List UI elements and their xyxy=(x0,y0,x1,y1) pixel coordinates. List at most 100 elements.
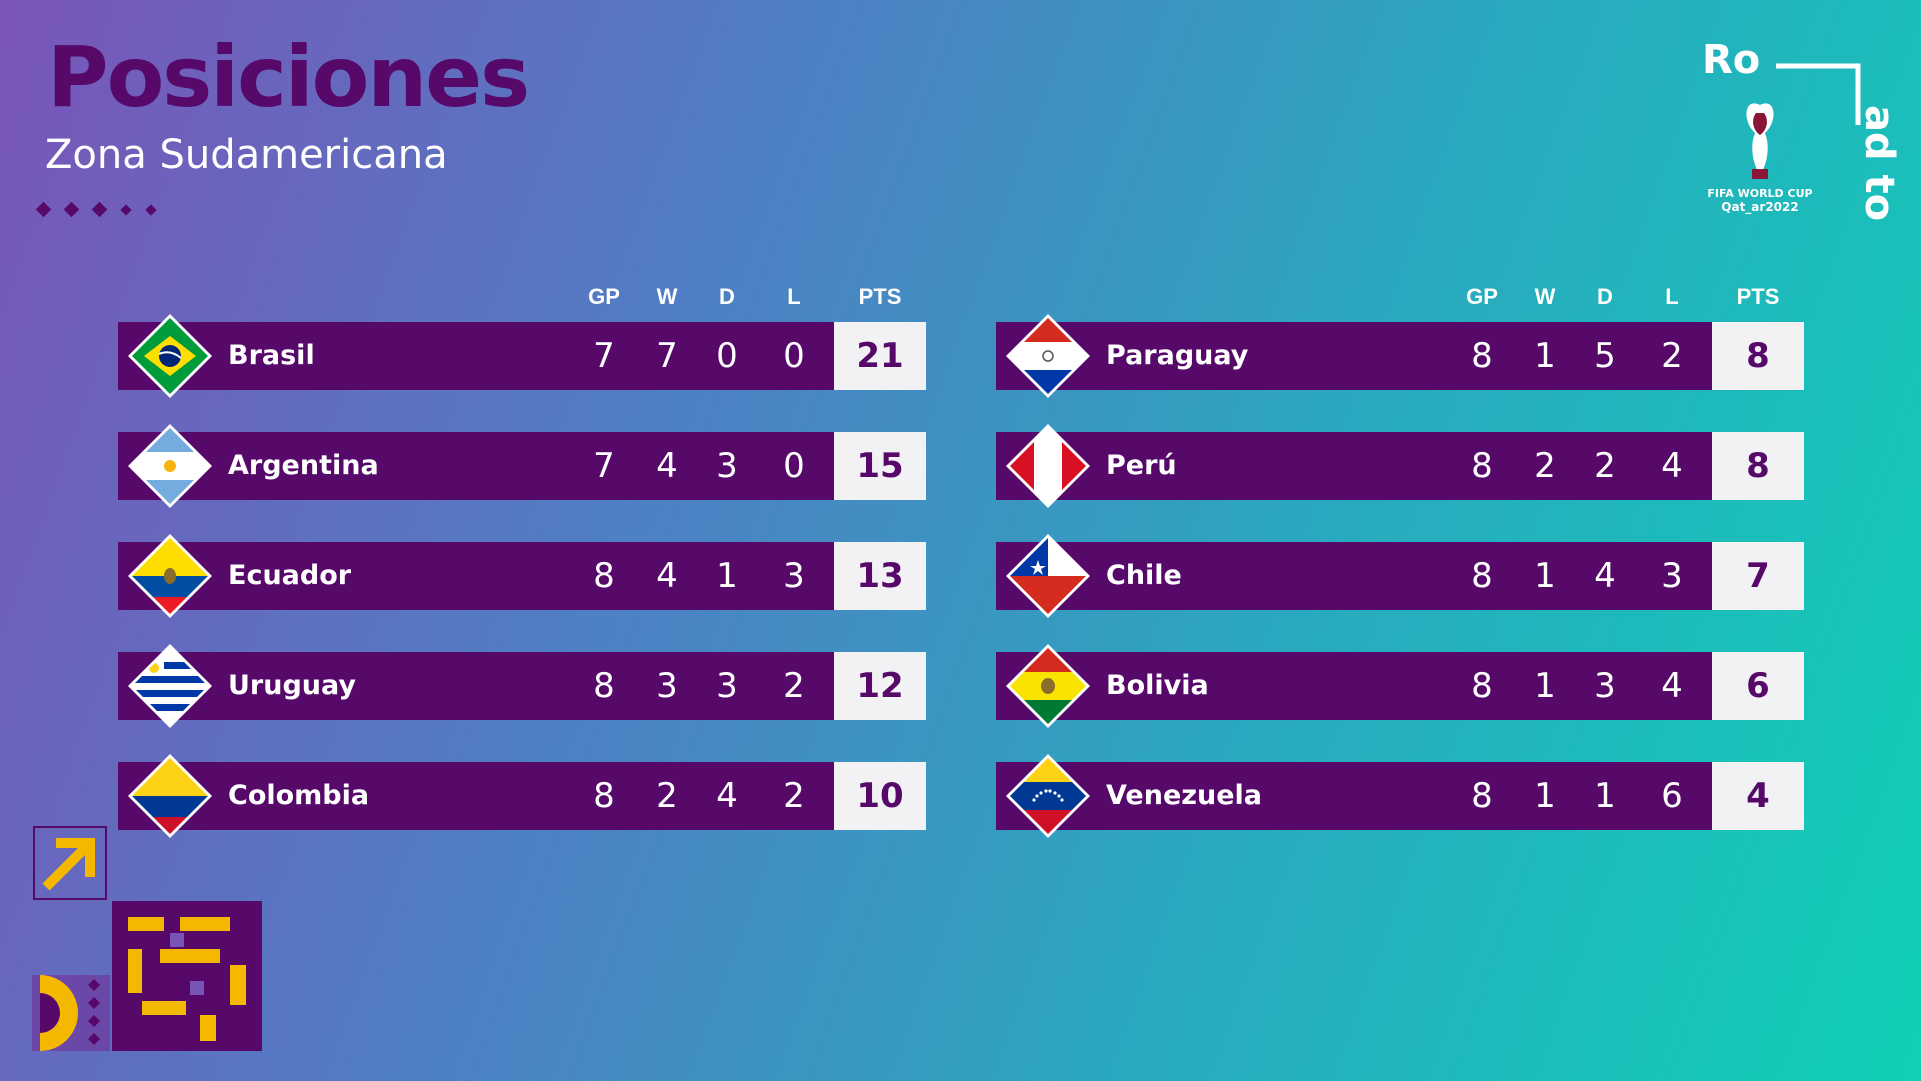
points-value: 4 xyxy=(1746,776,1770,816)
stat-d: 5 xyxy=(1594,336,1616,376)
points-value: 8 xyxy=(1746,336,1770,376)
team-name: Chile xyxy=(1106,560,1182,591)
stat-w: 2 xyxy=(656,776,678,816)
stat-gp: 7 xyxy=(593,446,615,486)
stat-w: 1 xyxy=(1534,776,1556,816)
team-bar xyxy=(118,762,834,830)
team-name: Argentina xyxy=(228,450,379,481)
points-box: 13 xyxy=(834,542,926,610)
table-header: GP W D L PTS xyxy=(118,280,924,322)
stat-w: 4 xyxy=(656,556,678,596)
stat-gp: 8 xyxy=(1471,666,1493,706)
stat-w: 1 xyxy=(1534,666,1556,706)
team-name: Brasil xyxy=(228,340,315,371)
qatar-2022-text: Qat_ar2022 xyxy=(1721,200,1798,215)
table-row: 4 Venezuela 8 1 1 6 xyxy=(996,754,1804,838)
table-row: 15 Argentina 7 4 3 0 xyxy=(118,424,926,508)
stat-l: 3 xyxy=(1661,556,1683,596)
points-value: 10 xyxy=(856,776,904,816)
stat-d: 4 xyxy=(716,776,738,816)
stat-w: 4 xyxy=(656,446,678,486)
diamond-dot-icon xyxy=(91,201,108,218)
stat-d: 4 xyxy=(1594,556,1616,596)
team-name: Ecuador xyxy=(228,560,352,591)
stat-gp: 8 xyxy=(1471,776,1493,816)
table-row: 8 Perú 8 2 2 4 xyxy=(996,424,1804,508)
team-bar xyxy=(118,542,834,610)
table-row: 8 Paraguay 8 1 5 2 xyxy=(996,314,1804,398)
diamond-dot-icon xyxy=(35,201,52,218)
stat-l: 6 xyxy=(1661,776,1683,816)
table-row: 13 Ecuador 8 4 1 3 xyxy=(118,534,926,618)
standings-table-right: GP W D L PTS 8 Paraguay 8 1 5 2 8 xyxy=(996,280,1804,872)
stat-d: 3 xyxy=(716,666,738,706)
team-name: Colombia xyxy=(228,780,370,811)
page-subtitle: Zona Sudamericana xyxy=(45,132,448,178)
stat-w: 1 xyxy=(1534,556,1556,596)
team-bar xyxy=(996,322,1712,390)
stat-d: 3 xyxy=(716,446,738,486)
decorative-pattern xyxy=(32,826,262,1051)
stat-l: 2 xyxy=(783,776,805,816)
stat-d: 3 xyxy=(1594,666,1616,706)
stat-l: 0 xyxy=(783,446,805,486)
stat-d: 1 xyxy=(1594,776,1616,816)
points-value: 6 xyxy=(1746,666,1770,706)
column-header-l: L xyxy=(1665,284,1679,309)
chile-flag-icon xyxy=(1006,534,1090,618)
stat-w: 1 xyxy=(1534,336,1556,376)
column-header-gp: GP xyxy=(588,284,620,309)
points-box: 4 xyxy=(1712,762,1804,830)
decorative-dots xyxy=(35,201,157,218)
uruguay-flag-icon xyxy=(128,644,212,728)
points-box: 21 xyxy=(834,322,926,390)
logo-text-adto: ad to xyxy=(1856,105,1900,221)
diamond-dot-icon xyxy=(120,204,132,216)
paraguay-flag-icon xyxy=(1006,314,1090,398)
points-box: 8 xyxy=(1712,432,1804,500)
brazil-flag-icon xyxy=(128,314,212,398)
points-value: 13 xyxy=(856,556,904,596)
team-bar xyxy=(996,652,1712,720)
colombia-flag-icon xyxy=(128,754,212,838)
team-name: Paraguay xyxy=(1106,340,1249,371)
world-cup-trophy-icon xyxy=(1746,103,1774,179)
stat-d: 2 xyxy=(1594,446,1616,486)
page-title: Posiciones xyxy=(47,28,530,126)
diamond-dot-icon xyxy=(63,201,80,218)
stat-gp: 8 xyxy=(593,556,615,596)
arrow-up-right-icon xyxy=(42,838,95,891)
column-header-gp: GP xyxy=(1466,284,1498,309)
world-cup-text: FIFA WORLD CUP xyxy=(1707,187,1812,200)
points-box: 8 xyxy=(1712,322,1804,390)
logo-text-ro: Ro xyxy=(1702,37,1760,83)
column-header-w: W xyxy=(656,284,678,309)
points-box: 12 xyxy=(834,652,926,720)
venezuela-flag-icon xyxy=(1006,754,1090,838)
stat-l: 4 xyxy=(1661,666,1683,706)
road-to-qatar-logo: Ro ad to FIFA WORLD CUP Qat_ar2022 xyxy=(1702,37,1900,221)
points-value: 8 xyxy=(1746,446,1770,486)
team-name: Venezuela xyxy=(1106,780,1262,811)
team-name: Bolivia xyxy=(1106,670,1209,701)
team-bar xyxy=(118,322,834,390)
points-value: 12 xyxy=(856,666,904,706)
stat-gp: 8 xyxy=(593,666,615,706)
stat-gp: 8 xyxy=(1471,336,1493,376)
stat-l: 0 xyxy=(783,336,805,376)
team-bar xyxy=(118,432,834,500)
stat-l: 3 xyxy=(783,556,805,596)
stat-d: 0 xyxy=(716,336,738,376)
stat-l: 2 xyxy=(1661,336,1683,376)
points-value: 15 xyxy=(856,446,904,486)
team-bar xyxy=(996,432,1712,500)
team-bar xyxy=(996,762,1712,830)
points-box: 10 xyxy=(834,762,926,830)
column-header-w: W xyxy=(1534,284,1556,309)
standings-table-left: GP W D L PTS 21 Brasil 7 7 0 0 15 xyxy=(118,280,926,872)
column-header-l: L xyxy=(787,284,801,309)
points-box: 6 xyxy=(1712,652,1804,720)
column-header-d: D xyxy=(719,284,735,309)
team-name: Perú xyxy=(1106,450,1177,481)
points-box: 7 xyxy=(1712,542,1804,610)
